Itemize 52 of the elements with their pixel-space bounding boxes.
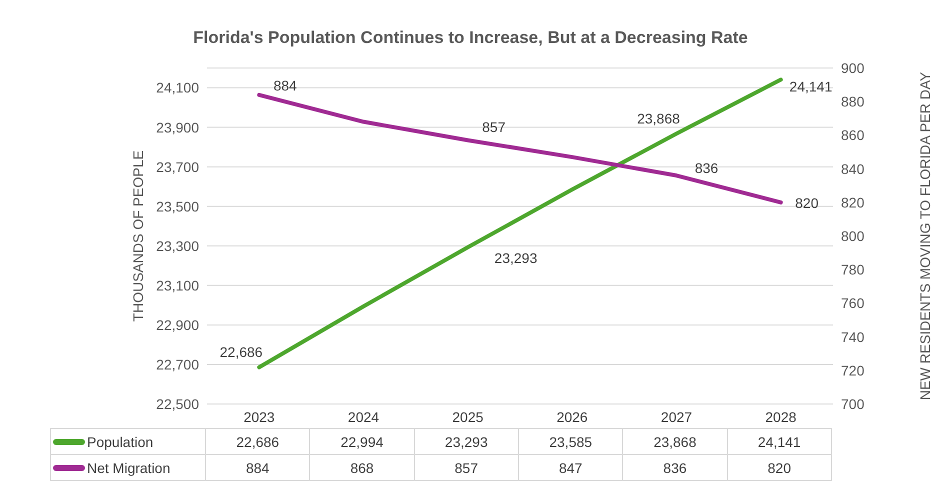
data-label: 23,585 [518,428,623,454]
text: 23,300 [156,238,199,254]
text: 23,900 [156,119,199,136]
text: 836 [694,160,718,176]
y2-tick-label: 860 [841,127,865,144]
y2-tick-label: 880 [841,94,865,110]
text: 24,141 [789,78,832,94]
chart-title: Florida's Population Continues to Increase, But at a Decreasing Rate [192,28,749,48]
data-label: 884 [206,454,310,480]
y2-tick-label: 740 [841,328,865,345]
text: 24,100 [156,80,199,96]
legend-label: Net Migration [87,460,170,476]
data-label: 24,141 [727,428,832,454]
y2-tick-label: 800 [841,228,865,244]
y2-tick-label: 840 [841,160,865,177]
data-label: 23,868 [622,428,728,454]
text: 23,100 [156,277,199,294]
y-axis-title: THOUSANDS OF PEOPLE [130,150,146,322]
text: 22,900 [156,316,199,333]
text: 884 [273,78,297,94]
legend-label: Population [87,434,154,450]
text: 23,700 [156,158,199,175]
data-label: 23,293 [414,428,518,454]
y2-tick-label: 760 [841,295,865,312]
data-label: 836 [622,454,728,480]
data-label: 868 [310,454,414,480]
data-label: 820 [727,454,832,480]
y2-tick-label: 780 [841,262,865,278]
text: 22,686 [220,344,263,360]
data-label: 22,686 [206,428,310,454]
x-tick-label: 2027 [660,408,692,425]
text: 857 [482,118,506,135]
y2-axis-title: NEW RESIDENTS MOVING TO FLORIDA PER DAY [916,71,933,400]
text: 23,500 [156,198,199,214]
y2-tick-label: 820 [841,194,865,210]
text: 22,500 [156,396,199,412]
text: 23,868 [637,110,680,126]
text: 23,293 [494,250,538,266]
y2-tick-label: 900 [841,60,865,76]
y2-tick-label: 720 [841,362,865,378]
line-series [257,92,783,204]
y2-tick-label: 700 [841,396,865,412]
x-tick-label: 2025 [452,408,484,425]
data-label: 22,994 [310,428,414,454]
text: 820 [795,195,819,212]
data-label: 847 [518,454,623,480]
x-tick-label: 2023 [244,408,275,425]
x-tick-label: 2024 [348,408,380,425]
text: 22,700 [156,356,199,372]
x-tick-label: 2028 [765,408,797,425]
data-label: 857 [414,454,518,480]
x-tick-label: 2026 [556,408,588,425]
